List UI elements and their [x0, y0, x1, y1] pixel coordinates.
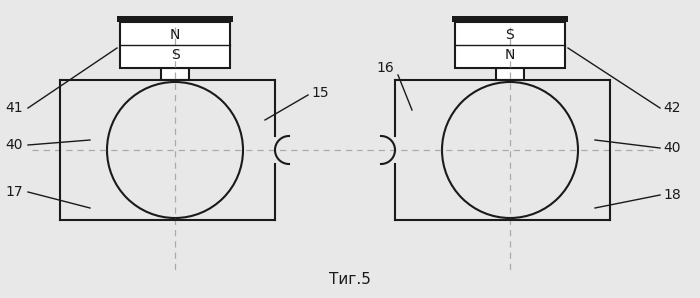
- Text: Τиг.5: Τиг.5: [329, 272, 371, 288]
- Text: 18: 18: [663, 188, 680, 202]
- Bar: [161, 68, 189, 80]
- Bar: [455, 22, 565, 68]
- Text: 17: 17: [5, 185, 22, 199]
- Text: S: S: [505, 28, 514, 42]
- Bar: [117, 16, 233, 22]
- Bar: [452, 16, 568, 22]
- Text: 16: 16: [376, 61, 393, 75]
- Text: 40: 40: [5, 138, 22, 152]
- Text: 42: 42: [663, 101, 680, 115]
- Bar: [120, 22, 230, 68]
- Bar: [496, 68, 524, 80]
- Text: 41: 41: [5, 101, 22, 115]
- Text: 40: 40: [663, 141, 680, 155]
- Text: N: N: [170, 28, 180, 42]
- Text: N: N: [505, 48, 515, 62]
- Text: S: S: [171, 48, 179, 62]
- Text: 15: 15: [311, 86, 328, 100]
